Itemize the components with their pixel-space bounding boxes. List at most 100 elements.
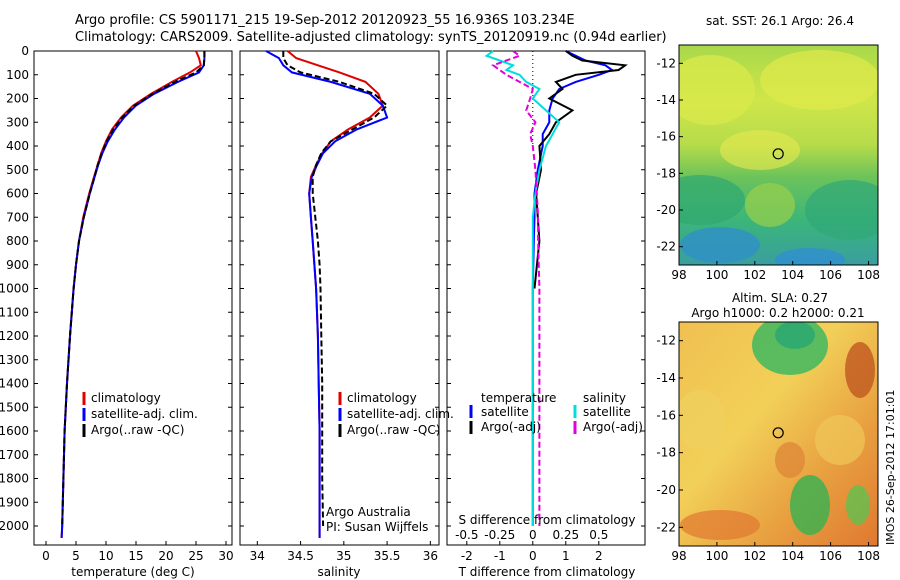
map-x-tick-label: 102	[743, 549, 766, 563]
temperature-legend: climatology satellite-adj. clim. Argo(..…	[82, 391, 198, 437]
x-tick-label: 34	[250, 549, 265, 563]
map-y-tick-label: -22	[656, 520, 676, 534]
series-line-salinity-argo-adj-	[491, 50, 541, 526]
sla-map-subtitle: Argo h1000: 0.2 h2000: 0.21	[691, 306, 864, 320]
map-y-tick-label: -20	[656, 203, 676, 217]
map-y-tick-label: -12	[656, 56, 676, 70]
map-y-tick-label: -14	[656, 371, 676, 385]
x-tick-label: -2	[461, 549, 473, 563]
difference-panel-frame	[446, 50, 646, 546]
map-x-tick-label: 104	[781, 549, 804, 563]
argo-australia-label: Argo Australia	[326, 505, 411, 519]
x-tick-label: 0	[42, 549, 50, 563]
salinity-legend: climatology satellite-adj. clim. Argo(..…	[338, 391, 454, 437]
temperature-xlabel: temperature (deg C)	[71, 565, 194, 579]
diff-legend-salinity-argo: Argo(-adj)	[583, 420, 643, 434]
x2-tick-label: 0	[529, 528, 537, 542]
map-y-tick-label: -18	[656, 446, 676, 460]
sst-map-title: sat. SST: 26.1 Argo: 26.4	[706, 14, 854, 28]
map-x-tick-label: 106	[819, 549, 842, 563]
depth-tick-label: 1200	[0, 329, 29, 343]
depth-tick-label: 800	[6, 234, 29, 248]
map-x-tick-label: 100	[705, 268, 728, 282]
series-line-argo-raw-qc-	[282, 51, 389, 527]
series-line-temperature-satellite	[531, 50, 615, 526]
difference-xlabel: T difference from climatology	[458, 565, 636, 579]
map-x-tick-label: 104	[781, 268, 804, 282]
sla-map: Altim. SLA: 0.27 Argo h1000: 0.2 h2000: …	[656, 291, 880, 563]
series-line-climatology	[60, 50, 202, 538]
x-tick-label: 10	[98, 549, 113, 563]
depth-tick-label: 900	[6, 258, 29, 272]
x-tick-label: 2	[595, 549, 603, 563]
depth-tick-label: 1300	[0, 353, 29, 367]
pi-label: PI: Susan Wijffels	[326, 520, 428, 534]
figure-title-line1: Argo profile: CS 5901171_215 19-Sep-2012…	[75, 13, 575, 28]
map-y-tick-label: -20	[656, 483, 676, 497]
salinity-diff-xlabel: S difference from climatology	[459, 513, 636, 527]
sst-map: sat. SST: 26.1 Argo: 26.4 98 100 102 104 106…	[656, 14, 880, 282]
x-tick-label: 36	[423, 549, 438, 563]
map-x-tick-label: 106	[819, 268, 842, 282]
map-y-tick-label: -18	[656, 166, 676, 180]
x-tick-label: 34.5	[287, 549, 314, 563]
depth-tick-label: 200	[6, 92, 29, 106]
x-tick-label: 35	[336, 549, 351, 563]
depth-tick-label: 2000	[0, 519, 29, 533]
depth-tick-label: 500	[6, 163, 29, 177]
salinity-legend-climatology: climatology	[347, 391, 417, 405]
map-x-tick-label: 100	[705, 549, 728, 563]
map-y-tick-label: -12	[656, 334, 676, 348]
difference-legend: temperature satellite Argo(-adj) salinit…	[469, 391, 643, 434]
series-line-temperature-argo-adj-	[533, 50, 628, 289]
depth-tick-label: 1500	[0, 400, 29, 414]
argo-position-marker	[772, 427, 784, 439]
series-line-satellite-adj-clim-	[265, 50, 389, 538]
profile-plots: 0 5 10 15 20 25 30 34 34.5 35 35.5 36 -2 -1 0 1 2 -0.5 -0.…	[42, 50, 628, 563]
argo-position-marker	[772, 148, 784, 160]
salinity-legend-argo: Argo(..raw -QC)	[347, 423, 440, 437]
temperature-legend-argo: Argo(..raw -QC)	[91, 423, 184, 437]
series-line-argo-raw-qc-	[61, 51, 206, 527]
x-tick-label: -1	[494, 549, 506, 563]
temperature-panel-frame	[33, 50, 233, 546]
x-tick-label: 0	[529, 549, 537, 563]
temperature-legend-climatology: climatology	[91, 391, 161, 405]
diff-legend-salinity-satellite: satellite	[583, 405, 631, 419]
depth-tick-label: 700	[6, 210, 29, 224]
depth-tick-label: 1100	[0, 305, 29, 319]
x2-tick-label: -0.5	[455, 528, 478, 542]
x-tick-label: 5	[72, 549, 80, 563]
depth-tick-label: 1000	[0, 282, 29, 296]
depth-tick-label: 1700	[0, 448, 29, 462]
series-line-salinity-satellite	[484, 50, 561, 526]
depth-tick-label: 1400	[0, 377, 29, 391]
depth-tick-label: 600	[6, 187, 29, 201]
salinity-panel-frame	[239, 50, 440, 546]
sla-map-title: Altim. SLA: 0.27	[732, 291, 828, 305]
x-tick-label: 20	[158, 549, 173, 563]
map-y-tick-label: -16	[656, 408, 676, 422]
series-line-satellite-adj-clim-	[60, 51, 206, 538]
diff-legend-salinity-title: salinity	[583, 391, 626, 405]
figure-title-line2: Climatology: CARS2009. Satellite-adjuste…	[75, 30, 667, 45]
x2-tick-label: 0.5	[589, 528, 608, 542]
diff-legend-temperature-satellite: satellite	[481, 405, 529, 419]
x-tick-label: 35.5	[374, 549, 401, 563]
depth-tick-label: 0	[21, 44, 29, 58]
map-y-tick-label: -22	[656, 240, 676, 254]
depth-tick-label: 300	[6, 115, 29, 129]
map-x-tick-label: 102	[743, 268, 766, 282]
depth-tick-label: 1900	[0, 495, 29, 509]
salinity-xlabel: salinity	[317, 565, 360, 579]
x2-tick-label: -0.25	[484, 528, 515, 542]
x-tick-label: 30	[218, 549, 233, 563]
x-tick-label: 25	[188, 549, 203, 563]
x-tick-label: 15	[128, 549, 143, 563]
diff-legend-temperature-argo: Argo(-adj)	[481, 420, 541, 434]
salinity-legend-satellite: satellite-adj. clim.	[347, 407, 454, 421]
diff-legend-temperature-title: temperature	[481, 391, 556, 405]
depth-tick-label: 400	[6, 139, 29, 153]
x2-tick-label: 0.25	[552, 528, 579, 542]
imos-timestamp: IMOS 26-Sep-2012 17:01:01	[884, 390, 897, 545]
